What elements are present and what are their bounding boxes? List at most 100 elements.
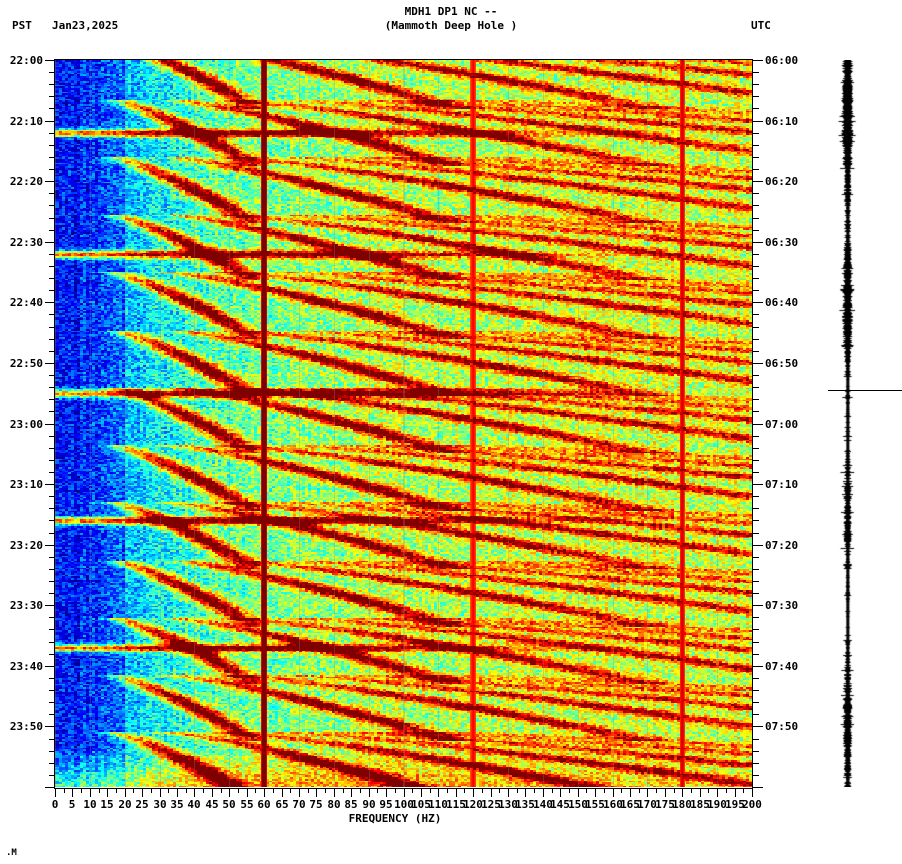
x-tick-minor <box>708 788 709 793</box>
y-tick-minor-left <box>49 230 55 231</box>
x-axis-label: 15 <box>100 798 114 811</box>
x-tick-minor <box>64 788 65 793</box>
y-tick-minor-right <box>753 290 759 291</box>
station-title-line1: MDH1 DP1 NC -- <box>404 5 498 18</box>
plot-border-top <box>54 59 753 60</box>
y-tick-minor-right <box>753 411 759 412</box>
x-axis-label: 140 <box>533 798 553 811</box>
y-axis-label-right: 07:50 <box>765 720 799 733</box>
y-tick-minor-right <box>753 763 759 764</box>
y-tick-minor-left <box>49 654 55 655</box>
x-tick-major <box>421 788 422 797</box>
x-axis-label: 130 <box>498 798 518 811</box>
x-axis-label: 170 <box>637 798 657 811</box>
x-tick-major <box>717 788 718 797</box>
y-tick-minor-left <box>49 593 55 594</box>
x-tick-major <box>369 788 370 797</box>
y-tick-minor-left <box>49 581 55 582</box>
x-tick-minor <box>656 788 657 793</box>
x-axis-label: 5 <box>68 798 76 811</box>
spectrogram-plot[interactable] <box>55 60 752 787</box>
trace-center-marker <box>828 390 902 391</box>
x-tick-minor <box>430 788 431 793</box>
y-axis-label-right: 07:10 <box>765 478 799 491</box>
y-tick-minor-left <box>49 436 55 437</box>
x-tick-minor <box>203 788 204 793</box>
x-tick-minor <box>464 788 465 793</box>
x-tick-major <box>316 788 317 797</box>
y-tick-major-right <box>753 121 763 122</box>
y-tick-minor-left <box>49 714 55 715</box>
y-tick-minor-left <box>49 314 55 315</box>
y-tick-minor-left <box>49 629 55 630</box>
y-tick-minor-left <box>49 508 55 509</box>
x-tick-minor <box>499 788 500 793</box>
x-axis-label: 60 <box>257 798 271 811</box>
y-tick-minor-left <box>49 472 55 473</box>
y-tick-minor-right <box>753 84 759 85</box>
y-axis-label-left: 23:40 <box>9 660 43 673</box>
x-tick-minor <box>569 788 570 793</box>
y-tick-major-right <box>753 242 763 243</box>
x-tick-major <box>55 788 56 797</box>
x-tick-major <box>525 788 526 797</box>
y-tick-minor-right <box>753 617 759 618</box>
x-axis-label: 195 <box>725 798 745 811</box>
y-tick-minor-left <box>49 84 55 85</box>
y-tick-minor-right <box>753 508 759 509</box>
y-tick-minor-left <box>49 290 55 291</box>
x-tick-major <box>229 788 230 797</box>
y-tick-minor-right <box>753 254 759 255</box>
x-tick-major <box>647 788 648 797</box>
y-tick-minor-left <box>49 557 55 558</box>
y-axis-label-left: 22:50 <box>9 357 43 370</box>
x-axis-label: 65 <box>275 798 289 811</box>
y-tick-minor-right <box>753 472 759 473</box>
x-tick-major <box>351 788 352 797</box>
x-axis-label: 185 <box>690 798 710 811</box>
y-tick-minor-right <box>753 654 759 655</box>
x-tick-major <box>160 788 161 797</box>
x-tick-major <box>438 788 439 797</box>
y-tick-minor-left <box>49 448 55 449</box>
y-tick-minor-left <box>49 169 55 170</box>
x-axis-label: 35 <box>170 798 184 811</box>
x-tick-minor <box>360 788 361 793</box>
y-axis-label-left: 22:10 <box>9 115 43 128</box>
y-tick-minor-left <box>49 642 55 643</box>
x-axis-label: 100 <box>394 798 414 811</box>
x-tick-major <box>560 788 561 797</box>
y-tick-major-left <box>45 121 55 122</box>
y-tick-major-right <box>753 545 763 546</box>
x-tick-major <box>508 788 509 797</box>
y-tick-major-right <box>753 605 763 606</box>
y-tick-minor-right <box>753 448 759 449</box>
y-tick-minor-right <box>753 375 759 376</box>
y-tick-minor-right <box>753 399 759 400</box>
y-tick-minor-right <box>753 702 759 703</box>
y-tick-major-left <box>45 424 55 425</box>
y-axis-label-right: 07:20 <box>765 539 799 552</box>
x-tick-minor <box>308 788 309 793</box>
y-tick-minor-right <box>753 581 759 582</box>
x-tick-major <box>177 788 178 797</box>
y-tick-minor-right <box>753 218 759 219</box>
x-axis-label: 175 <box>655 798 675 811</box>
x-tick-minor <box>221 788 222 793</box>
helicorder-trace-panel[interactable] <box>828 60 868 787</box>
y-axis-label-right: 06:20 <box>765 175 799 188</box>
y-tick-major-right <box>753 424 763 425</box>
y-tick-major-right <box>753 302 763 303</box>
x-tick-major <box>142 788 143 797</box>
x-tick-minor <box>151 788 152 793</box>
y-tick-minor-right <box>753 230 759 231</box>
y-axis-label-right: 07:40 <box>765 660 799 673</box>
y-axis-label-left: 23:50 <box>9 720 43 733</box>
x-axis-label: 135 <box>515 798 535 811</box>
timezone-label-left: PST <box>12 19 32 32</box>
y-tick-minor-left <box>49 763 55 764</box>
y-tick-major-left <box>45 242 55 243</box>
y-tick-minor-right <box>753 557 759 558</box>
x-tick-major <box>595 788 596 797</box>
x-axis-label: 200 <box>742 798 762 811</box>
